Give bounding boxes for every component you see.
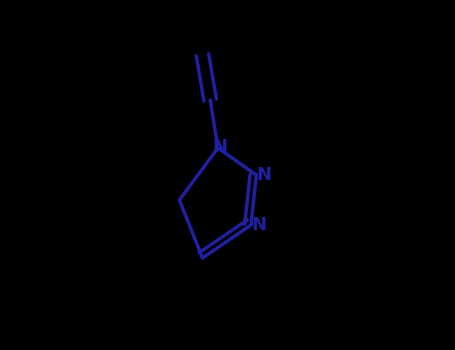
Text: N: N (212, 138, 227, 156)
Text: N: N (257, 166, 272, 184)
Text: N: N (251, 216, 266, 234)
